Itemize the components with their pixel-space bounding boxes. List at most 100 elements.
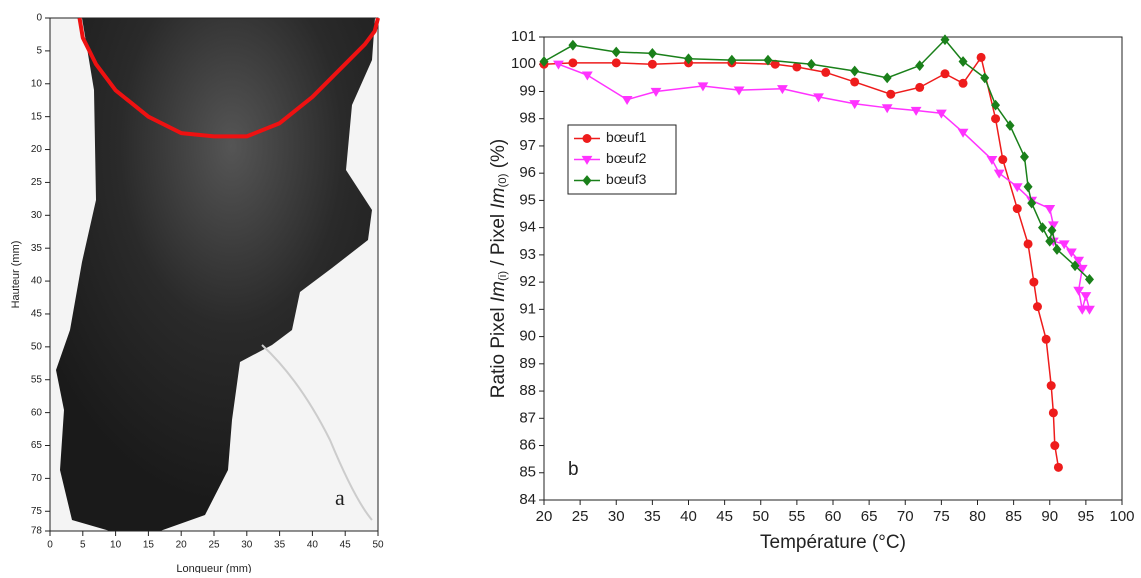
y-tick-label: 96 — [519, 164, 536, 181]
x-tick-label: 5 — [80, 540, 86, 551]
x-tick-label: 100 — [1109, 508, 1134, 525]
marker — [770, 59, 780, 69]
marker — [1046, 381, 1056, 391]
marker — [1038, 222, 1048, 234]
marker — [1011, 183, 1023, 193]
y-tick-label: 99 — [519, 82, 536, 99]
legend-marker — [582, 134, 592, 143]
marker — [915, 60, 925, 71]
y-tick-label: 35 — [31, 243, 43, 254]
marker — [1052, 244, 1062, 255]
marker — [684, 53, 693, 65]
marker — [792, 62, 802, 72]
series-line — [543, 56, 1060, 468]
marker — [986, 155, 998, 165]
x-axis-label: Température (°C) — [760, 532, 906, 553]
marker — [1084, 273, 1094, 285]
marker — [882, 72, 892, 84]
y-tick-label: 95 — [519, 191, 536, 208]
marker — [1041, 334, 1051, 344]
x-tick-label: 20 — [536, 508, 553, 525]
x-tick-label: 85 — [1005, 508, 1022, 525]
y-tick-label: 86 — [519, 436, 536, 453]
marker — [1048, 408, 1058, 418]
marker — [991, 114, 1001, 124]
x-tick-label: 20 — [176, 540, 188, 551]
marker — [980, 72, 990, 84]
marker — [821, 67, 831, 77]
x-tick-label: 35 — [274, 540, 286, 551]
marker — [650, 87, 662, 97]
y-tick-label: 89 — [519, 355, 536, 372]
marker — [763, 54, 773, 66]
marker — [1044, 204, 1056, 214]
marker — [1047, 221, 1059, 231]
panel-label: a — [335, 485, 345, 510]
marker — [611, 58, 621, 68]
y-axis-label-part: Ratio Pixel — [488, 302, 509, 398]
x-tick-label: 90 — [1041, 508, 1058, 525]
y-tick-label: 88 — [519, 382, 536, 399]
y-tick-label: 98 — [519, 110, 536, 127]
y-tick-label: 65 — [31, 440, 43, 451]
y-axis-label: Hauteur (mm) — [10, 241, 22, 309]
marker — [1053, 462, 1063, 472]
marker — [850, 65, 860, 77]
y-tick-label: 92 — [519, 273, 536, 290]
marker — [777, 85, 788, 95]
marker — [1027, 197, 1037, 209]
marker — [915, 82, 925, 92]
y-tick-label: 20 — [31, 144, 43, 155]
legend-label: bœuf3 — [606, 171, 647, 187]
marker — [1029, 277, 1039, 287]
x-tick-label: 95 — [1078, 508, 1095, 525]
y-tick-label: 93 — [519, 246, 536, 263]
y-tick-label: 91 — [519, 300, 536, 317]
marker — [935, 109, 947, 119]
marker — [1076, 264, 1088, 274]
y-tick-label: 85 — [519, 464, 536, 481]
legend-marker — [581, 155, 593, 165]
x-axis-label: Longueur (mm) — [176, 563, 251, 573]
legend-label: bœuf1 — [606, 129, 647, 145]
plot-series — [539, 34, 1095, 472]
marker — [991, 99, 1001, 111]
marker — [940, 34, 950, 46]
y-tick-label: 78 — [31, 526, 43, 537]
y-axis-label-part: / Pixel — [488, 209, 509, 271]
series-line — [558, 63, 1091, 311]
y-axis-label-part: Im — [488, 281, 509, 302]
marker — [1050, 441, 1060, 451]
tissue-image — [56, 18, 375, 531]
marker — [1023, 181, 1033, 193]
marker — [697, 82, 709, 92]
marker — [881, 104, 893, 114]
y-tick-label: 94 — [519, 219, 536, 236]
marker — [647, 47, 657, 59]
y-axis-label-part: (%) — [488, 139, 509, 174]
y-tick-label: 25 — [31, 177, 43, 188]
marker — [581, 71, 593, 81]
marker — [850, 77, 860, 87]
x-tick-label: 65 — [861, 508, 878, 525]
marker — [1058, 240, 1070, 250]
x-tick-label: 75 — [933, 508, 950, 525]
y-tick-label: 60 — [31, 407, 43, 418]
tissue-streak — [261, 344, 373, 521]
marker — [940, 69, 950, 79]
x-tick-label: 25 — [208, 540, 220, 551]
y-tick-label: 40 — [31, 276, 43, 287]
marker — [976, 52, 986, 62]
y-axis-label: Ratio Pixel Im(i) / Pixel Im(0) (%) — [488, 139, 509, 399]
marker — [733, 86, 745, 96]
marker — [621, 96, 633, 106]
y-tick-label: 10 — [31, 78, 43, 89]
marker — [886, 89, 896, 99]
marker — [1005, 120, 1015, 131]
y-tick-label: 97 — [519, 137, 536, 154]
marker — [806, 58, 816, 70]
x-tick-label: 70 — [897, 508, 914, 525]
marker — [813, 93, 824, 103]
marker — [727, 54, 737, 66]
x-tick-label: 15 — [143, 540, 155, 551]
